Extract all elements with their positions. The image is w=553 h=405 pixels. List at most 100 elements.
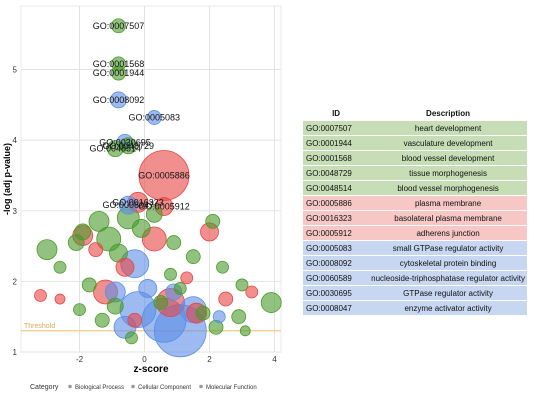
point-label: GO:0005912 bbox=[138, 202, 190, 212]
point-label: GO:0008047 bbox=[102, 200, 154, 210]
x-tick-label: 0 bbox=[142, 355, 147, 364]
bubble bbox=[127, 312, 143, 328]
table-row: GO:0005912 adherens junction bbox=[303, 225, 527, 241]
point-label: GO:0048729 bbox=[102, 141, 154, 151]
row-description: adherens junction bbox=[369, 225, 527, 241]
row-description: nucleoside-triphosphatase regulator acti… bbox=[369, 270, 527, 286]
row-description: plasma membrane bbox=[369, 195, 527, 211]
row-id: GO:0048514 bbox=[303, 180, 370, 196]
bubble bbox=[245, 285, 259, 299]
bubble bbox=[88, 242, 104, 258]
row-description: blood vessel development bbox=[369, 150, 527, 166]
column-header-description: Description bbox=[369, 107, 527, 121]
point-label: GO:0001568 bbox=[93, 59, 145, 69]
bubble bbox=[260, 292, 282, 313]
bubble bbox=[110, 91, 127, 109]
row-id: GO:0001944 bbox=[303, 135, 370, 151]
table-row: GO:0005083 small GTPase regulator activit… bbox=[303, 240, 527, 256]
bubble bbox=[138, 279, 158, 298]
row-description: heart development bbox=[369, 120, 527, 136]
legend-entry: Cellular Component bbox=[138, 385, 191, 391]
table-row: GO:0007507 heart development bbox=[303, 120, 527, 136]
bubble bbox=[218, 291, 234, 307]
bubble bbox=[205, 213, 221, 229]
table-row: GO:0001944 vasculature development bbox=[303, 135, 527, 151]
y-tick-label: 4 bbox=[13, 136, 18, 145]
bubble bbox=[81, 277, 97, 293]
bubble-chart: Threshold GO:0007507 GO:0001568GO:0001944… bbox=[2, 5, 282, 391]
row-id: GO:0030695 bbox=[303, 285, 370, 301]
bubble bbox=[166, 235, 182, 250]
bubble bbox=[106, 140, 124, 158]
row-description: tissue morphogenesis bbox=[369, 165, 527, 181]
row-id: GO:0048729 bbox=[303, 165, 370, 181]
table-row: GO:0008092 cytoskeletal protein binding bbox=[303, 255, 527, 271]
bubbles bbox=[34, 18, 282, 358]
bubble bbox=[94, 312, 110, 328]
table-row: GO:0030695 GTPase regulator activity bbox=[303, 285, 527, 301]
y-axis-label: -log (adj p-value) bbox=[2, 143, 12, 215]
x-tick-label: -2 bbox=[76, 355, 84, 364]
table-header-row: ID Description bbox=[303, 107, 527, 121]
legend-entry: Biological Process bbox=[75, 385, 124, 391]
table-body: GO:0007507 heart development GO:0001944 vas… bbox=[303, 120, 527, 315]
legend-marker bbox=[199, 384, 203, 389]
legend-title: Category bbox=[30, 384, 59, 391]
x-tick-label: 2 bbox=[207, 355, 212, 364]
x-axis-ticks: -2 0 2 4 bbox=[76, 355, 277, 364]
x-tick-label: 4 bbox=[272, 355, 277, 364]
y-tick-label: 1 bbox=[13, 348, 18, 357]
table-row: GO:0048514 blood vessel morphogenesis bbox=[303, 180, 527, 196]
bubble bbox=[106, 297, 124, 315]
point-label: GO:0001944 bbox=[93, 68, 145, 78]
row-description: small GTPase regulator activity bbox=[369, 240, 527, 256]
row-id: GO:0060589 bbox=[303, 270, 370, 286]
row-id: GO:0005083 bbox=[303, 240, 370, 256]
bubble bbox=[231, 309, 247, 325]
bubble bbox=[115, 257, 135, 277]
row-id: GO:0005912 bbox=[303, 225, 370, 241]
y-tick-label: 5 bbox=[13, 66, 18, 75]
row-id: GO:0001568 bbox=[303, 150, 370, 166]
bubble bbox=[53, 260, 67, 274]
bubble bbox=[235, 278, 249, 292]
table-row: GO:0060589 nucleoside-triphosphatase regu… bbox=[303, 270, 527, 286]
legend: Category Biological Process Cellular Comp… bbox=[30, 384, 257, 391]
bubble bbox=[153, 295, 169, 310]
row-description: vasculature development bbox=[369, 135, 527, 151]
bubble bbox=[180, 271, 194, 285]
bubble bbox=[239, 325, 251, 337]
point-label: GO:0030695 bbox=[99, 137, 151, 147]
point-label: GO:0016323 bbox=[112, 197, 164, 207]
bubble bbox=[173, 282, 187, 295]
bubble bbox=[111, 65, 126, 81]
bubble bbox=[212, 310, 226, 324]
bubble bbox=[164, 267, 177, 281]
x-axis-label: z-score bbox=[133, 364, 168, 375]
y-axis-ticks: 1 2 3 4 5 bbox=[13, 66, 18, 357]
point-label: GO:0005886 bbox=[138, 170, 190, 180]
row-description: enzyme activator activity bbox=[369, 300, 527, 315]
table-row: GO:0048729 tissue morphogenesis bbox=[303, 165, 527, 181]
bubble bbox=[88, 210, 110, 232]
row-id: GO:0007507 bbox=[303, 120, 370, 136]
row-id: GO:0008092 bbox=[303, 255, 370, 271]
legend-marker bbox=[68, 384, 72, 389]
table-row: GO:0016323 basolateral plasma membrane bbox=[303, 210, 527, 226]
legend-entry: Molecular Function bbox=[206, 385, 257, 391]
row-description: GTPase regulator activity bbox=[369, 285, 527, 301]
threshold-label: Threshold bbox=[24, 323, 55, 330]
point-label: GO:0008092 bbox=[93, 95, 145, 105]
legend-marker bbox=[131, 384, 135, 389]
y-tick-label: 3 bbox=[13, 207, 18, 216]
row-description: basolateral plasma membrane bbox=[369, 210, 527, 226]
bubble bbox=[195, 305, 211, 321]
bubble bbox=[34, 289, 47, 302]
row-id: GO:0008047 bbox=[303, 300, 370, 315]
bubble bbox=[146, 110, 162, 125]
bubble bbox=[74, 223, 92, 241]
table-row: GO:0005886 plasma membrane bbox=[303, 195, 527, 211]
row-description: blood vessel morphogenesis bbox=[369, 180, 527, 196]
bubble bbox=[111, 18, 126, 34]
